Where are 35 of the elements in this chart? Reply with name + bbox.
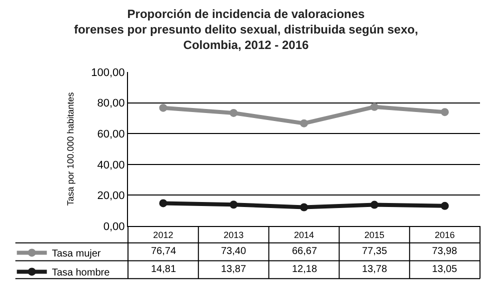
data-label: 76,74 bbox=[151, 246, 176, 257]
point bbox=[300, 203, 308, 212]
x-tick-label: 2013 bbox=[224, 230, 244, 240]
data-label: 14,81 bbox=[151, 264, 176, 275]
data-label: 13,78 bbox=[362, 264, 388, 275]
y-tick-label: 60,00 bbox=[97, 128, 125, 140]
data-label: 66,67 bbox=[292, 246, 318, 257]
point bbox=[440, 108, 449, 116]
y-tick-label: 40,00 bbox=[97, 159, 125, 172]
x-tick-label: 2016 bbox=[434, 230, 455, 240]
legend-label: Tasa mujer bbox=[52, 248, 102, 260]
data-label: 13,05 bbox=[432, 264, 458, 275]
y-tick-label: 0,00 bbox=[103, 220, 125, 233]
point bbox=[230, 200, 238, 209]
data-label: 73,40 bbox=[221, 246, 246, 257]
point bbox=[300, 119, 308, 128]
y-tick-label: 100,00 bbox=[91, 66, 125, 79]
point bbox=[440, 202, 449, 210]
data-label: 12,18 bbox=[292, 264, 318, 275]
x-tick-label: 2014 bbox=[294, 230, 314, 240]
point bbox=[370, 200, 378, 209]
data-label: 77,35 bbox=[362, 246, 388, 257]
data-label: 13,87 bbox=[221, 264, 246, 275]
legend-label: Tasa hombre bbox=[52, 268, 110, 279]
y-axis-title: Tasa por 100.000 habitantes bbox=[65, 92, 76, 206]
point bbox=[370, 102, 378, 111]
point bbox=[159, 199, 168, 208]
x-tick-label: 2012 bbox=[153, 230, 174, 240]
x-tick-label: 2015 bbox=[364, 230, 384, 240]
data-label: 73,98 bbox=[432, 246, 458, 257]
point bbox=[159, 104, 168, 112]
point bbox=[230, 108, 238, 117]
chart-title: Proporción de incidencia de valoraciones forenses por presunto delito sexual, distribuida según sexo, Colombia, 2012 - 2016 bbox=[74, 6, 418, 52]
y-tick-label: 20,00 bbox=[97, 190, 125, 202]
y-tick-label: 80,00 bbox=[97, 98, 125, 110]
